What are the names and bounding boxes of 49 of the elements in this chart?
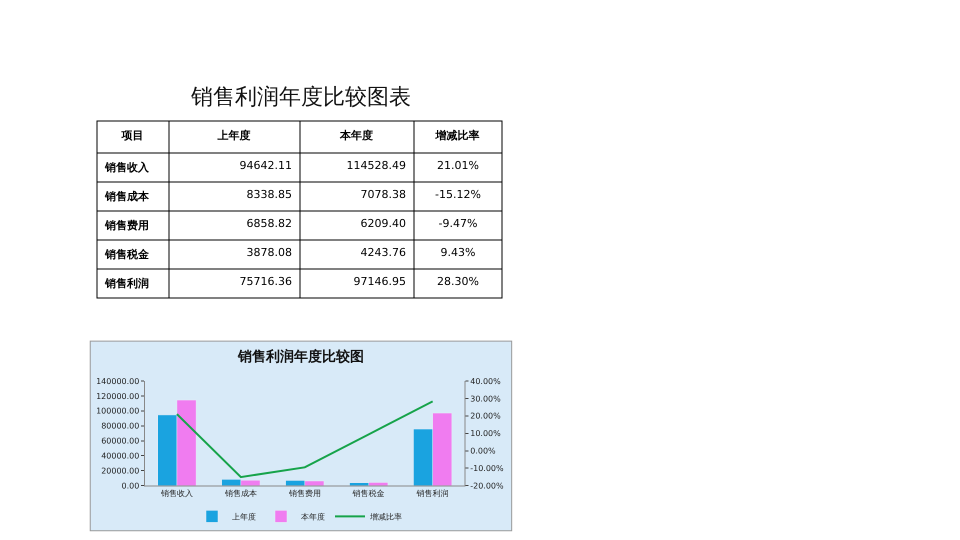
- text: 销售利润年度比较图表: [190, 85, 411, 110]
- data-label: 21.01%: [436, 159, 479, 172]
- y2-tick-label: 10.00%: [470, 429, 502, 438]
- category-label: 销售费用: [104, 218, 149, 232]
- legend-label: 增减比率: [369, 512, 402, 522]
- x-tick-label: 销售费用: [288, 489, 321, 498]
- y-tick-label: 100000.00: [96, 406, 140, 416]
- category-label: 销售成本: [104, 190, 150, 203]
- data-label: 9.43%: [440, 246, 476, 260]
- y-tick-label: 20000.00: [101, 466, 140, 476]
- category-label: 销售税金: [104, 248, 150, 261]
- data-label: 6209.40: [360, 217, 406, 230]
- data-label: -15.12%: [435, 188, 481, 202]
- text: 上年度: [216, 128, 250, 142]
- y-tick-label: 140000.00: [96, 376, 140, 386]
- series-label: 增减比率: [434, 128, 480, 142]
- y2-tick-label: -10.00%: [470, 464, 504, 473]
- legend-label: 上年度: [232, 512, 256, 522]
- data-label: 4243.76: [360, 246, 406, 260]
- y2-tick-label: -20.00%: [470, 481, 504, 490]
- x-tick-label: 销售收入: [160, 489, 193, 498]
- data-label: 94642.11: [239, 159, 292, 172]
- data-label: 114528.49: [346, 159, 406, 172]
- category-label: 销售利润: [104, 276, 149, 290]
- y2-tick-label: 40.00%: [470, 376, 502, 386]
- y-tick-label: 60000.00: [101, 436, 140, 446]
- x-tick-label: 销售利润: [416, 489, 449, 498]
- data-label: -9.47%: [438, 217, 478, 230]
- y2-tick-label: 0.00%: [470, 446, 496, 456]
- x-tick-label: 销售成本: [224, 489, 257, 498]
- y-tick-label: 80000.00: [101, 422, 140, 431]
- y2-tick-label: 30.00%: [470, 394, 502, 404]
- data-label: 8338.85: [246, 188, 292, 202]
- y-tick-label: 120000.00: [96, 392, 140, 401]
- text: 本年度: [338, 128, 373, 142]
- category-label: 销售收入: [104, 160, 150, 174]
- data-label: 7078.38: [360, 188, 406, 202]
- y-tick-label: 0.00: [122, 481, 140, 490]
- legend-label: 本年度: [301, 512, 325, 522]
- y2-tick-label: 20.00%: [470, 412, 502, 421]
- data-label: 28.30%: [436, 275, 479, 288]
- chart-title: 销售利润年度比较图: [237, 348, 364, 365]
- x-tick-label: 销售税金: [352, 489, 385, 498]
- data-label: 97146.95: [353, 275, 406, 288]
- y-tick-label: 40000.00: [101, 452, 140, 461]
- data-label: 75716.36: [239, 275, 292, 288]
- data-label: 6858.82: [246, 217, 292, 230]
- text: 项目: [120, 128, 144, 142]
- data-label: 3878.08: [246, 246, 292, 260]
